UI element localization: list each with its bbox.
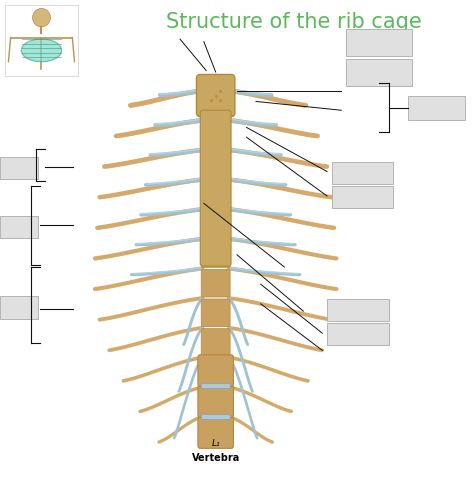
FancyBboxPatch shape: [198, 386, 233, 417]
FancyBboxPatch shape: [201, 151, 230, 178]
Bar: [408, 96, 465, 120]
Bar: [0, 296, 38, 318]
FancyBboxPatch shape: [201, 329, 230, 356]
Bar: [327, 299, 389, 321]
FancyBboxPatch shape: [201, 121, 230, 149]
FancyBboxPatch shape: [198, 355, 233, 387]
FancyBboxPatch shape: [201, 210, 230, 238]
FancyBboxPatch shape: [201, 240, 230, 268]
Text: Structure of the rib cage: Structure of the rib cage: [166, 12, 422, 32]
Ellipse shape: [21, 39, 62, 62]
Bar: [5, 5, 78, 76]
FancyBboxPatch shape: [201, 358, 230, 386]
FancyBboxPatch shape: [200, 110, 231, 266]
Bar: [346, 29, 412, 56]
Bar: [346, 59, 412, 86]
FancyBboxPatch shape: [201, 415, 230, 419]
Bar: [332, 162, 393, 184]
FancyBboxPatch shape: [201, 388, 230, 416]
FancyBboxPatch shape: [201, 270, 230, 297]
Bar: [332, 186, 393, 208]
Text: Vertebra: Vertebra: [191, 453, 240, 463]
FancyBboxPatch shape: [201, 299, 230, 327]
FancyBboxPatch shape: [201, 384, 230, 389]
Circle shape: [33, 8, 50, 27]
FancyBboxPatch shape: [201, 180, 230, 208]
FancyBboxPatch shape: [201, 92, 230, 119]
FancyBboxPatch shape: [196, 74, 235, 117]
Text: L₁: L₁: [211, 440, 220, 448]
Bar: [0, 216, 38, 238]
Bar: [327, 323, 389, 345]
Bar: [0, 157, 38, 179]
FancyBboxPatch shape: [198, 416, 233, 448]
